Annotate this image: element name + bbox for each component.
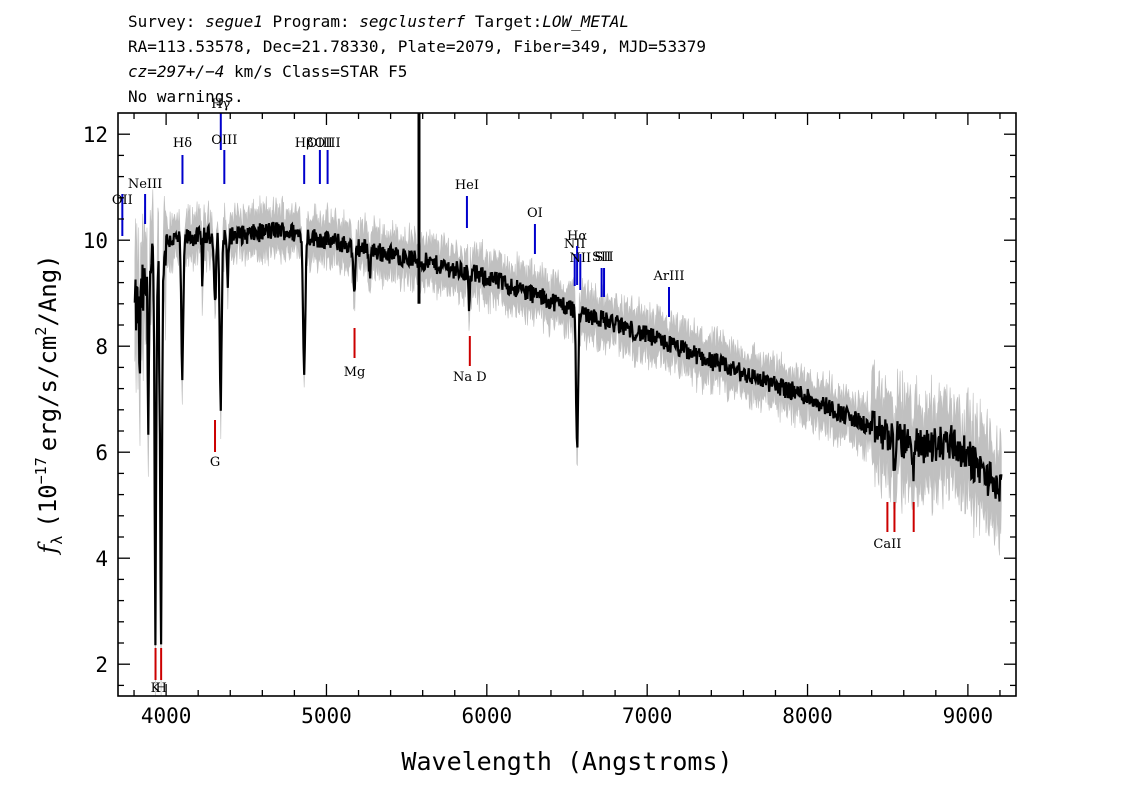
x-tick-label: 8000 [782,704,833,728]
y-label-unit: erg/s/cm [34,336,62,452]
redshift-value: cz=297+/−4 [128,62,225,81]
header-line-2: RA=113.53578, Dec=21.78330, Plate=2079, … [128,37,706,56]
emission-line-label: NII [569,251,591,266]
class-value: km/s Class=STAR F5 [233,62,408,81]
emission-line-label: NeIII [128,177,162,192]
emission-line-label: OIII [307,136,333,151]
x-tick-label: 7000 [622,704,673,728]
y-label-pre: (10 [34,484,62,527]
y-label-exp2: 2 [32,327,50,336]
header-line-4: No warnings. [128,87,244,106]
plot-frame [117,112,1017,697]
x-tick-label: 4000 [141,704,192,728]
absorption-line-label: K [151,681,161,696]
y-label-sub: λ [48,536,66,545]
x-tick-label: 6000 [462,704,513,728]
emission-line-label: NII [564,237,586,252]
y-tick-label: 12 [83,123,108,147]
absorption-line-label: Mg [344,365,366,380]
emission-line-label: ArIII [652,269,684,284]
emission-line-label: Hα [567,229,587,244]
emission-line-label: SII [594,250,613,265]
y-label-end: /Ang) [34,254,62,326]
absorption-line-label: G [210,455,220,470]
absorption-line-label: CaII [873,537,901,552]
target-value: LOW_METAL [542,12,629,31]
emission-line-label: Hγ [211,97,230,112]
program-value: segclusterf [359,12,466,31]
emission-line-label: Hβ [295,136,314,151]
x-axis-label: Wavelength (Angstroms) [401,747,732,776]
y-tick-label: 8 [95,335,108,359]
emission-line-label: OIII [211,133,237,148]
target-label: Target: [474,12,543,31]
survey-value: segue1 [205,12,263,31]
x-tick-label: 9000 [943,704,994,728]
emission-line-label: OI [527,206,543,221]
emission-line-label: Hδ [173,136,192,151]
emission-line-label: HeI [455,178,479,193]
y-tick-label: 4 [95,547,108,571]
error-band [134,189,1002,696]
survey-label: Survey: [128,12,196,31]
y-axis-label: fλ(10−17erg/s/cm2/Ang) [32,254,66,555]
y-label-exp: −17 [32,457,50,484]
y-tick-label: 6 [95,441,108,465]
absorption-line-label: H [155,681,166,696]
header-line-3: cz=297+/−4 km/s Class=STAR F5 [128,62,407,82]
header-line-1: Survey: segue1 Program: segclusterf Targ… [128,12,629,32]
program-label: Program: [272,12,350,31]
x-tick-label: 5000 [301,704,352,728]
emission-line-label: OIII [315,136,341,151]
emission-line-label: SII [592,250,611,265]
y-tick-label: 10 [83,229,108,253]
absorption-line-label: Na D [453,370,487,385]
flux-series-line [133,221,1003,646]
y-tick-label: 2 [95,653,108,677]
emission-line-label: OII [112,193,133,208]
